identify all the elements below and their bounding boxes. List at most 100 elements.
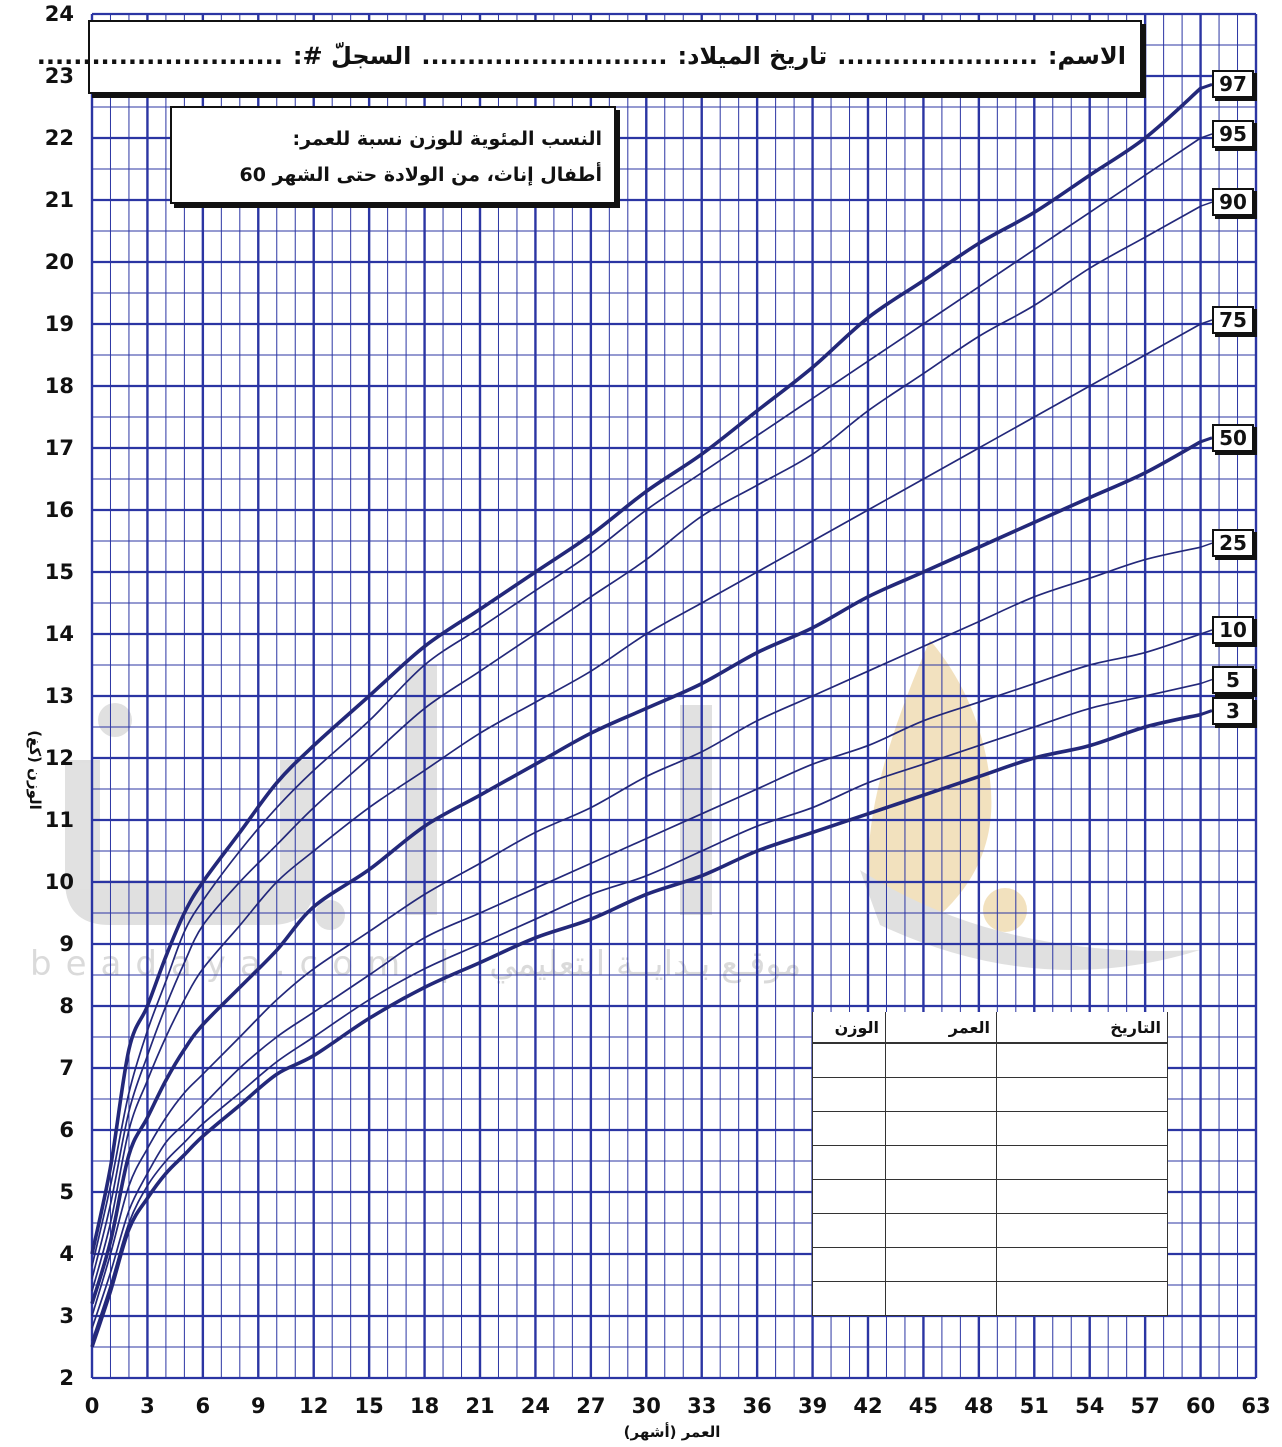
record-table: التاريخ العمر الوزن bbox=[812, 1012, 1168, 1316]
y-tick-label: 19 bbox=[45, 312, 74, 336]
percentile-curve-25 bbox=[91, 546, 1201, 1317]
age-header: العمر bbox=[885, 1012, 997, 1044]
y-tick-label: 14 bbox=[45, 622, 74, 646]
age-cell[interactable] bbox=[885, 1179, 997, 1214]
percentile-label-75: 75 bbox=[1212, 306, 1254, 334]
age-cell[interactable] bbox=[885, 1111, 997, 1146]
x-tick-label: 63 bbox=[1241, 1394, 1270, 1418]
watermark-logo-dot bbox=[98, 703, 132, 737]
date-cell[interactable] bbox=[996, 1145, 1168, 1180]
y-tick-label: 12 bbox=[45, 746, 74, 770]
percentile-curve-5 bbox=[91, 682, 1201, 1342]
percentile-label-50: 50 bbox=[1212, 423, 1254, 452]
age-cell[interactable] bbox=[885, 1042, 997, 1078]
weight-cell[interactable] bbox=[812, 1042, 886, 1078]
weight-cell[interactable] bbox=[812, 1077, 886, 1112]
patient-info-row: الاسم:...................... تاريخ الميلا… bbox=[27, 42, 1126, 70]
chart-title: النسب المئوية للوزن نسبة للعمر: bbox=[292, 128, 603, 150]
x-tick-label: 0 bbox=[85, 1394, 100, 1418]
age-cell[interactable] bbox=[885, 1077, 997, 1112]
y-tick-label: 7 bbox=[59, 1056, 74, 1080]
age-cell[interactable] bbox=[885, 1281, 997, 1316]
y-tick-label: 20 bbox=[45, 250, 74, 274]
weight-cell[interactable] bbox=[812, 1111, 886, 1146]
watermark-logo-bar bbox=[405, 665, 437, 915]
record-row bbox=[812, 1179, 1168, 1214]
y-tick-label: 18 bbox=[45, 374, 74, 398]
percentile-curve-90 bbox=[91, 205, 1201, 1280]
age-cell[interactable] bbox=[885, 1145, 997, 1180]
watermark-logo-sun bbox=[983, 888, 1027, 932]
y-tick-label: 9 bbox=[59, 932, 74, 956]
x-tick-label: 24 bbox=[521, 1394, 550, 1418]
x-tick-label: 39 bbox=[798, 1394, 827, 1418]
weight-cell[interactable] bbox=[812, 1213, 886, 1248]
y-tick-label: 15 bbox=[45, 560, 74, 584]
percentile-curve-3 bbox=[90, 712, 1201, 1348]
record-row bbox=[812, 1111, 1168, 1146]
weight-cell[interactable] bbox=[812, 1281, 886, 1316]
y-tick-label: 10 bbox=[45, 870, 74, 894]
y-tick-label: 23 bbox=[45, 64, 74, 88]
date-cell[interactable] bbox=[996, 1281, 1168, 1316]
watermark-text: beadaya.com | موقـع بـدايــة التعليمي bbox=[30, 944, 801, 984]
watermark-logo-dot bbox=[315, 900, 345, 930]
weight-cell[interactable] bbox=[812, 1247, 886, 1282]
y-tick-label: 17 bbox=[45, 436, 74, 460]
y-tick-label: 3 bbox=[59, 1304, 74, 1328]
y-tick-label: 6 bbox=[59, 1118, 74, 1142]
record-table-body bbox=[812, 1042, 1168, 1316]
record-row bbox=[812, 1247, 1168, 1282]
age-cell[interactable] bbox=[885, 1213, 997, 1248]
percentile-leader-50 bbox=[1200, 436, 1213, 444]
percentile-label-90: 90 bbox=[1212, 188, 1254, 217]
age-cell[interactable] bbox=[885, 1247, 997, 1282]
percentile-label-3: 3 bbox=[1212, 696, 1254, 725]
percentile-label-10: 10 bbox=[1212, 616, 1254, 644]
chart-title-box: النسب المئوية للوزن نسبة للعمر: أطفال إن… bbox=[170, 106, 616, 204]
date-cell[interactable] bbox=[996, 1213, 1168, 1248]
percentile-leader-90 bbox=[1200, 201, 1213, 207]
x-tick-label: 42 bbox=[853, 1394, 882, 1418]
percentile-label-97: 97 bbox=[1212, 70, 1254, 99]
percentile-leader-5 bbox=[1200, 678, 1213, 685]
weight-cell[interactable] bbox=[812, 1145, 886, 1180]
percentile-leader-75 bbox=[1200, 319, 1213, 325]
x-tick-label: 33 bbox=[687, 1394, 716, 1418]
x-tick-label: 54 bbox=[1075, 1394, 1104, 1418]
name-field[interactable]: ...................... bbox=[837, 42, 1038, 70]
y-tick-label: 4 bbox=[59, 1242, 74, 1266]
x-tick-label: 30 bbox=[632, 1394, 661, 1418]
x-tick-label: 27 bbox=[576, 1394, 605, 1418]
date-cell[interactable] bbox=[996, 1179, 1168, 1214]
record-row bbox=[812, 1042, 1168, 1078]
date-cell[interactable] bbox=[996, 1111, 1168, 1146]
x-tick-label: 3 bbox=[140, 1394, 155, 1418]
record-field[interactable]: ........................... bbox=[36, 42, 283, 70]
y-axis-label: الوزن (كغ) bbox=[26, 730, 44, 810]
record-row bbox=[812, 1145, 1168, 1180]
chart-subtitle: أطفال إناث، من الولادة حتى الشهر 60 bbox=[239, 164, 603, 186]
percentile-label-5: 5 bbox=[1212, 665, 1254, 694]
y-tick-label: 21 bbox=[45, 188, 74, 212]
date-cell[interactable] bbox=[996, 1247, 1168, 1282]
percentile-leader-25 bbox=[1200, 542, 1213, 548]
record-table-header: التاريخ العمر الوزن bbox=[812, 1012, 1168, 1044]
weight-cell[interactable] bbox=[812, 1179, 886, 1214]
percentile-label-95: 95 bbox=[1212, 120, 1254, 148]
watermark: beadaya.com | موقـع بـدايــة التعليمي bbox=[30, 640, 1200, 984]
x-tick-label: 48 bbox=[964, 1394, 993, 1418]
x-tick-label: 45 bbox=[909, 1394, 938, 1418]
y-tick-label: 16 bbox=[45, 498, 74, 522]
percentile-curve-95 bbox=[91, 137, 1202, 1267]
dob-field[interactable]: ........................... bbox=[421, 42, 668, 70]
x-tick-label: 6 bbox=[196, 1394, 211, 1418]
percentile-label-25: 25 bbox=[1212, 529, 1254, 558]
percentile-leader-97 bbox=[1200, 82, 1213, 90]
date-cell[interactable] bbox=[996, 1077, 1168, 1112]
x-tick-label: 51 bbox=[1020, 1394, 1049, 1418]
percentile-leader-3 bbox=[1200, 709, 1213, 717]
date-cell[interactable] bbox=[996, 1042, 1168, 1078]
percentile-curve-97 bbox=[90, 87, 1202, 1255]
